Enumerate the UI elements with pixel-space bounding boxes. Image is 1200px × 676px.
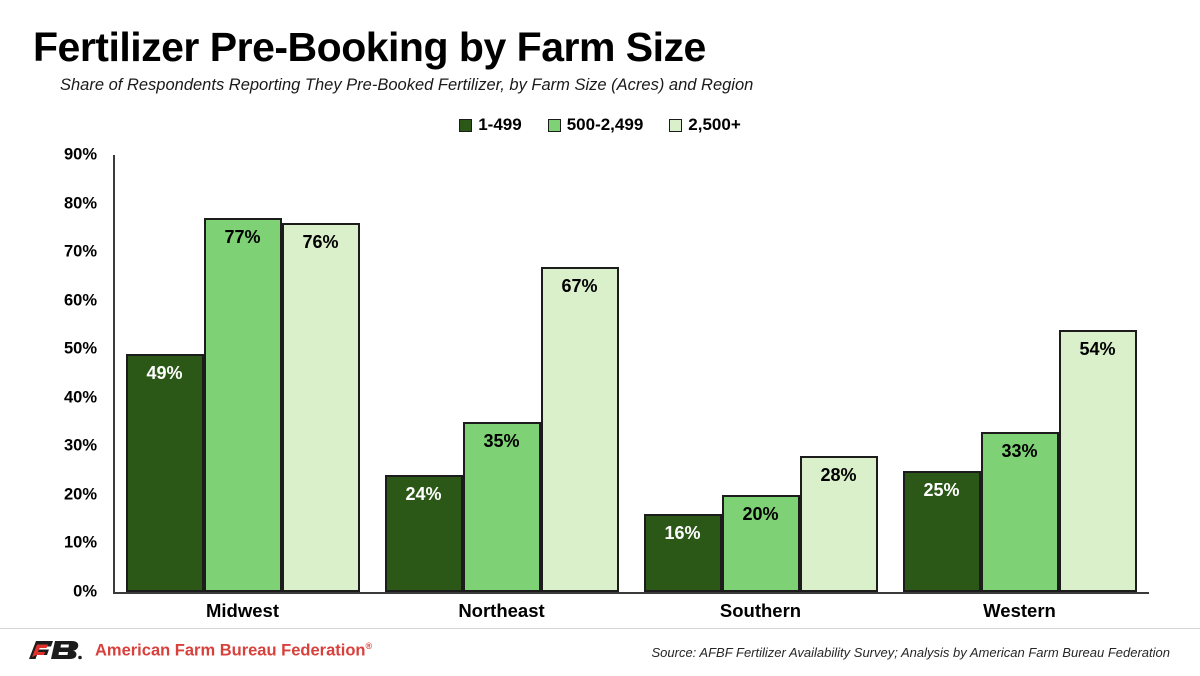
legend-item-2[interactable]: 2,500+ (669, 115, 741, 135)
bar-value-label: 67% (561, 275, 598, 296)
bar-value-label: 35% (483, 431, 520, 452)
y-axis-tick-label: 50% (63, 339, 97, 358)
bar[interactable]: 77% (203, 218, 282, 592)
bar[interactable]: 49% (125, 354, 204, 592)
bar[interactable]: 76% (281, 222, 360, 592)
bar-value-label: 33% (1001, 440, 1038, 461)
y-axis-tick-label: 60% (63, 291, 97, 310)
legend-item-label: 1-499 (478, 115, 522, 134)
bar-value-label: 24% (405, 484, 442, 505)
bar-group-western: 25% 33% 54% (890, 155, 1149, 592)
legend-swatch-icon (669, 118, 683, 132)
bar-value-label: 54% (1079, 338, 1116, 359)
x-axis-line (113, 592, 1149, 594)
footer-divider (0, 628, 1200, 629)
y-axis-tick-label: 10% (63, 533, 97, 552)
bar[interactable]: 16% (643, 514, 722, 592)
y-axis-tick-label: 40% (63, 388, 97, 407)
bar[interactable]: 33% (980, 431, 1059, 592)
bar[interactable]: 24% (384, 475, 463, 592)
bar-value-label: 20% (742, 503, 779, 524)
x-axis-label-southern: Southern (719, 600, 802, 621)
chart-legend: 1-499 500-2,499 2,500+ (0, 115, 1200, 135)
bar-value-label: 49% (146, 363, 183, 384)
brand-name-text: American Farm Bureau Federation (95, 641, 366, 660)
x-axis-category-labels: Midwest Northeast Southern Western (113, 600, 1149, 622)
bar-group-southern: 16% 20% 28% (631, 155, 890, 592)
source-note: Source: AFBF Fertilizer Availability Sur… (651, 645, 1170, 660)
plot-area: 49% 77% 76% 24% 35% 67% 16% 20% 28% 25% 33% 54% (113, 155, 1149, 594)
legend-item-1[interactable]: 500-2,499 (547, 115, 644, 135)
x-axis-label-northeast: Northeast (458, 600, 545, 621)
bar[interactable]: 67% (540, 266, 619, 592)
x-axis-label-midwest: Midwest (206, 600, 279, 621)
y-axis-tick-label: 20% (63, 485, 97, 504)
bar-group-midwest: 49% 77% 76% (113, 155, 372, 592)
legend-item-label: 2,500+ (688, 115, 741, 134)
bar[interactable]: 28% (799, 456, 878, 592)
bar-value-label: 25% (923, 479, 960, 500)
bar-value-label: 77% (224, 227, 261, 248)
brand-trademark: ® (365, 640, 373, 651)
y-axis-tick-label: 80% (63, 194, 97, 213)
x-axis-label-western: Western (983, 600, 1056, 621)
bar-groups: 49% 77% 76% 24% 35% 67% 16% 20% 28% 25% 33% 54% (113, 155, 1149, 592)
legend-item-label: 500-2,499 (566, 115, 644, 134)
bar-value-label: 76% (302, 231, 339, 252)
y-axis-line (113, 155, 115, 592)
y-axis-tick-label: 70% (63, 242, 97, 261)
bar-group-northeast: 24% 35% 67% (372, 155, 631, 592)
bar[interactable]: 35% (462, 422, 541, 592)
afbf-fb-logo-icon (29, 641, 82, 660)
y-axis-tick-label: 0% (73, 582, 97, 601)
legend-item-0[interactable]: 1-499 (459, 115, 522, 135)
page-title: Fertilizer Pre-Booking by Farm Size (33, 24, 706, 70)
y-axis-tick-label: 30% (63, 436, 97, 455)
brand-lockup: American Farm Bureau Federation® (26, 637, 372, 664)
bar[interactable]: 54% (1058, 329, 1137, 592)
y-axis-tick-labels: 90% 80% 70% 60% 50% 40% 30% 20% 10% 0% (33, 146, 105, 601)
y-axis-tick-label: 90% (63, 145, 97, 164)
bar[interactable]: 20% (721, 494, 800, 592)
bar[interactable]: 25% (902, 470, 981, 592)
chart-subtitle: Share of Respondents Reporting They Pre-… (60, 76, 754, 94)
bar-value-label: 16% (664, 523, 701, 544)
brand-name: American Farm Bureau Federation® (95, 641, 372, 661)
legend-swatch-icon (459, 118, 473, 132)
bar-value-label: 28% (820, 465, 857, 486)
legend-swatch-icon (547, 118, 561, 132)
